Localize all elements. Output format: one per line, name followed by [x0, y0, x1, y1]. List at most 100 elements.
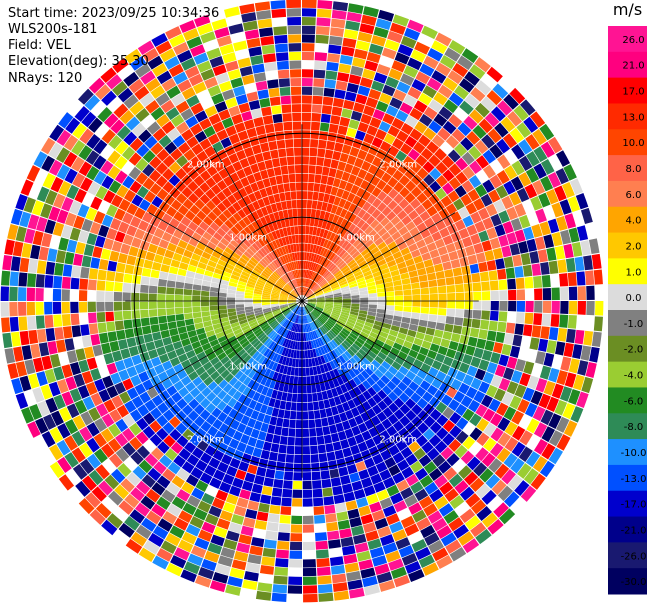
- velocity-gate: [360, 370, 370, 380]
- velocity-gate: [395, 110, 409, 123]
- velocity-gate: [445, 539, 462, 554]
- velocity-gate: [319, 409, 327, 419]
- velocity-gate: [323, 289, 332, 294]
- velocity-gate: [320, 314, 328, 321]
- velocity-gate: [293, 463, 302, 472]
- velocity-gate: [367, 242, 377, 252]
- velocity-gate: [340, 283, 349, 289]
- velocity-gate: [309, 322, 314, 331]
- velocity-gate: [311, 283, 318, 291]
- velocity-gate: [309, 271, 314, 280]
- velocity-gate: [316, 304, 325, 308]
- velocity-gate: [319, 461, 329, 471]
- velocity-gate: [322, 96, 334, 106]
- velocity-gate: [315, 306, 324, 311]
- velocity-gate: [322, 324, 329, 333]
- velocity-gate: [431, 231, 442, 242]
- velocity-gate: [302, 104, 312, 113]
- velocity-gate: [320, 355, 326, 365]
- velocity-gate: [516, 301, 526, 312]
- velocity-gate: [417, 409, 429, 422]
- velocity-gate: [415, 331, 425, 340]
- velocity-gate: [455, 301, 465, 309]
- velocity-gate: [489, 442, 504, 458]
- velocity-gate: [375, 339, 385, 347]
- velocity-gate: [511, 425, 526, 441]
- velocity-gate: [588, 238, 600, 255]
- velocity-gate: [408, 209, 419, 221]
- velocity-gate: [310, 375, 316, 385]
- velocity-gate: [308, 340, 313, 350]
- velocity-gate: [352, 267, 361, 275]
- velocity-gate: [377, 259, 387, 267]
- velocity-gate: [454, 219, 466, 231]
- velocity-gate: [470, 233, 481, 245]
- velocity-gate: [307, 296, 316, 300]
- velocity-gate: [440, 195, 453, 208]
- velocity-gate: [413, 100, 428, 113]
- velocity-gate: [390, 492, 404, 505]
- velocity-gate: [309, 436, 318, 446]
- velocity-gate: [315, 293, 325, 298]
- velocity-gate: [392, 342, 403, 351]
- velocity-gate: [469, 160, 482, 175]
- velocity-gate: [356, 318, 366, 325]
- velocity-gate: [428, 366, 439, 378]
- velocity-gate: [356, 373, 366, 383]
- velocity-gate: [316, 296, 325, 299]
- velocity-gate: [461, 326, 471, 336]
- velocity-gate: [382, 195, 393, 206]
- velocity-gate: [439, 55, 456, 70]
- velocity-gate: [359, 310, 368, 315]
- velocity-gate: [540, 262, 550, 275]
- velocity-gate: [487, 128, 502, 144]
- velocity-gate: [317, 192, 325, 202]
- velocity-gate: [324, 307, 333, 311]
- velocity-gate: [546, 247, 557, 262]
- velocity-gate: [410, 249, 421, 258]
- velocity-gate: [400, 345, 411, 355]
- velocity-gate: [542, 287, 552, 301]
- velocity-gate: [294, 437, 302, 446]
- velocity-gate: [367, 311, 377, 317]
- velocity-gate: [519, 99, 536, 116]
- velocity-gate: [327, 416, 335, 426]
- velocity-gate: [333, 368, 341, 378]
- velocity-gate: [418, 274, 428, 282]
- velocity-gate: [348, 316, 357, 322]
- velocity-gate: [567, 196, 581, 213]
- velocity-gate: [323, 308, 332, 313]
- velocity-gate: [368, 307, 377, 313]
- velocity-gate: [311, 462, 320, 472]
- velocity-gate: [390, 246, 400, 255]
- velocity-gate: [340, 374, 349, 384]
- velocity-gate: [473, 301, 482, 310]
- velocity-gate: [363, 105, 375, 117]
- velocity-gate: [362, 6, 379, 18]
- velocity-gate: [471, 318, 481, 329]
- velocity-gate: [371, 137, 383, 148]
- velocity-gate: [410, 428, 423, 441]
- velocity-gate: [397, 261, 407, 270]
- velocity-gate: [410, 49, 427, 63]
- velocity-gate: [345, 256, 354, 265]
- velocity-gate: [361, 14, 377, 26]
- velocity-gate: [307, 294, 315, 299]
- velocity-gate: [432, 547, 449, 562]
- velocity-gate: [318, 266, 324, 274]
- velocity-gate: [455, 430, 469, 444]
- velocity-gate: [386, 380, 397, 391]
- velocity-gate: [469, 413, 482, 427]
- velocity-gate: [304, 315, 307, 324]
- velocity-gate: [424, 532, 440, 546]
- velocity-gate: [357, 168, 368, 180]
- velocity-gate: [325, 303, 334, 306]
- velocity-gate: [441, 155, 455, 169]
- velocity-gate: [387, 145, 400, 157]
- velocity-gate: [388, 68, 403, 81]
- velocity-gate: [439, 363, 451, 375]
- velocity-gate: [349, 311, 359, 316]
- velocity-gate: [342, 305, 351, 309]
- velocity-gate: [421, 441, 434, 454]
- velocity-gate: [314, 307, 323, 313]
